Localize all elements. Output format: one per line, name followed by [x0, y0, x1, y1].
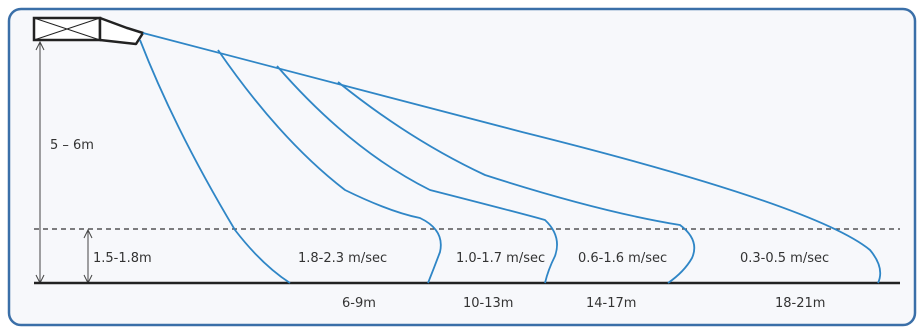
distance-label-zone-4: 18-21m	[775, 296, 825, 311]
velocity-label-zone-1: 1.8-2.3 m/sec	[298, 251, 387, 266]
airflow-curve-zone-2	[217, 49, 442, 284]
height-label-total: 5 – 6m	[50, 138, 94, 153]
airflow-curve-zone-4	[337, 81, 696, 284]
velocity-label-zone-4: 0.3-0.5 m/sec	[740, 251, 829, 266]
airflow-curve-zone-3	[276, 65, 558, 284]
airflow-curves	[139, 32, 882, 284]
diagram-frame	[7, 7, 917, 327]
velocity-label-zone-2: 1.0-1.7 m/sec	[456, 251, 545, 266]
airflow-envelope	[142, 32, 882, 284]
air-unit-icon	[32, 16, 145, 46]
distance-label-zone-3: 14-17m	[586, 296, 636, 311]
airflow-curve-zone-1	[139, 39, 291, 284]
height-label-occupied: 1.5-1.8m	[93, 251, 152, 266]
distance-label-zone-2: 10-13m	[463, 296, 513, 311]
velocity-label-zone-3: 0.6-1.6 m/sec	[578, 251, 667, 266]
distance-label-zone-1: 6-9m	[342, 296, 376, 311]
